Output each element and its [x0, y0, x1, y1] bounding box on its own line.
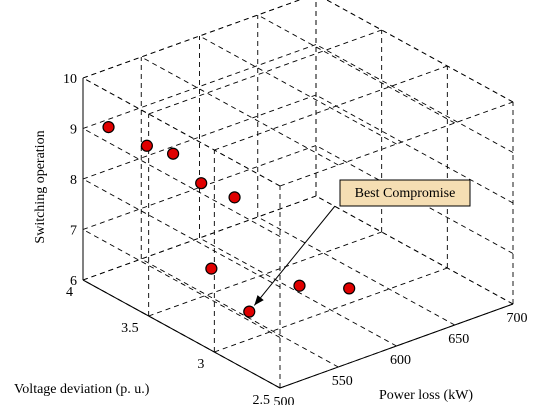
tick-labels: 500 550 600 650 700 2.5 3 3.5 46 7 8 9 10	[63, 72, 528, 405]
best-compromise-annotation: Best Compromise	[253, 179, 471, 306]
z-tick-label: 6	[70, 274, 77, 289]
annotation-label: Best Compromise	[355, 186, 456, 201]
data-point	[102, 120, 115, 134]
y-tick-label: 3	[197, 357, 204, 372]
data-point	[243, 305, 256, 318]
y-tick-label: 3.5	[121, 321, 139, 336]
z-tick-label: 10	[63, 72, 77, 87]
z-tick-label: 8	[70, 173, 77, 188]
grid-line	[199, 35, 397, 145]
y-axis-label: Voltage deviation (p. u.)	[14, 382, 150, 397]
annotation-box	[339, 179, 471, 207]
grid-line	[82, 77, 281, 187]
grid-line	[148, 29, 382, 115]
data-point	[293, 279, 306, 292]
grid-line	[257, 14, 455, 124]
grid-line	[315, 195, 514, 305]
grid-line	[315, 44, 514, 153]
annotation-arrow-head	[254, 295, 264, 306]
grid-line	[315, 94, 514, 204]
grid-line	[326, 0, 514, 103]
grid-line	[141, 56, 339, 166]
y-tick-label: 2.5	[253, 393, 271, 405]
z-tick-label: 7	[70, 224, 77, 239]
x-tick-label: 700	[507, 311, 528, 326]
z-axis-label: Switching operation	[33, 130, 48, 243]
data-point	[195, 177, 208, 190]
grid-line	[82, 229, 281, 338]
annotation-arrow	[253, 205, 336, 306]
grid-line	[141, 258, 339, 368]
y-tick-label: 4	[66, 285, 73, 300]
data-point	[343, 282, 356, 295]
data-points	[102, 120, 356, 318]
data-point	[140, 139, 153, 152]
x-tick-label: 500	[274, 395, 295, 405]
x-axis-label: Power loss (kW)	[379, 388, 473, 403]
data-point	[205, 262, 218, 275]
x-tick-label: 550	[332, 374, 353, 389]
grid-line	[148, 231, 382, 317]
y-axis-line	[82, 279, 281, 389]
x-tick-label: 600	[390, 353, 411, 368]
data-point	[167, 147, 180, 160]
z-tick-label: 9	[70, 123, 77, 138]
grid-line	[257, 216, 455, 326]
x-axis-line	[279, 303, 514, 389]
grid-line	[82, 178, 281, 288]
x-tick-label: 650	[448, 332, 469, 347]
data-point	[228, 191, 241, 204]
grid-line	[326, 0, 514, 103]
grid-line	[199, 237, 397, 347]
grid-line	[82, 128, 281, 237]
axes-box	[82, 78, 514, 389]
